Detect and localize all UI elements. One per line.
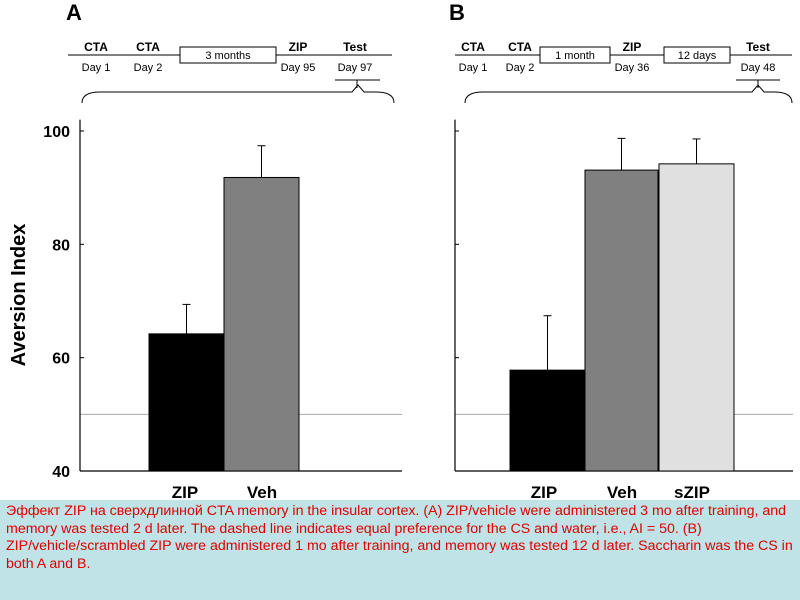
bar-veh [584,169,659,472]
timeline-a: CTA Day 1 CTA Day 2 3 months ZIP Day 95 Test Day… [68,40,392,88]
timeline-interval-label: 12 days [678,50,717,62]
timeline-event-label: Test [746,40,770,54]
bar-zip [148,333,225,472]
x-category-label: Veh [607,483,637,502]
timeline-event-label: CTA [84,40,108,54]
timeline-event-label: ZIP [623,40,642,54]
panel-a-brace [81,84,395,104]
y-tick-label: 100 [43,124,70,141]
x-category-label: Veh [247,483,277,502]
panel-b-letter: B [449,0,465,25]
y-tick-label: 40 [52,464,70,481]
bar-zip [509,369,586,472]
y-axis-label: Aversion Index [8,224,30,367]
timeline-day-label: Day 48 [741,62,776,74]
timeline-day-label: Day 1 [82,62,111,74]
bar-veh [223,176,300,472]
timeline-day-label: Day 36 [615,62,650,74]
timeline-day-label: Day 2 [134,62,163,74]
x-category-label: sZIP [674,483,710,502]
bar-szip [658,163,735,472]
timeline-day-label: Day 95 [281,62,316,74]
timeline-event-label: CTA [136,40,160,54]
timeline-event-label: Test [343,40,367,54]
panel-a: A CTA Day 1 CTA Day 2 3 months ZIP Day 95 Test D… [8,0,402,502]
panel-b-brace [464,84,793,104]
timeline-interval-label: 3 months [205,50,251,62]
x-category-label: ZIP [531,483,557,502]
timeline-day-label: Day 97 [338,62,373,74]
y-tick-label: 60 [52,351,70,368]
panel-a-letter: A [66,0,82,25]
timeline-event-label: ZIP [289,40,308,54]
timeline-interval-box [539,46,611,64]
x-category-label: ZIP [172,483,198,502]
y-tick-label: 80 [52,237,70,254]
chart-b: ZIP Veh sZIP [454,119,793,502]
panel-b: B CTA Day 1 CTA Day 2 1 month ZIP Day 36 12 day… [449,0,793,502]
timeline-event-label: CTA [508,40,532,54]
timeline-interval-box [663,46,731,64]
figure-caption: Эффект ZIP на сверхдлинной CTA memory in… [0,500,800,600]
timeline-day-label: Day 1 [459,62,488,74]
chart-a: 40 60 80 100 ZIP Veh [43,119,402,502]
timeline-interval-box [179,46,277,64]
timeline-day-label: Day 2 [506,62,535,74]
timeline-b: CTA Day 1 CTA Day 2 1 month ZIP Day 36 12 days T… [455,40,792,88]
timeline-event-label: CTA [461,40,485,54]
timeline-interval-label: 1 month [555,50,595,62]
